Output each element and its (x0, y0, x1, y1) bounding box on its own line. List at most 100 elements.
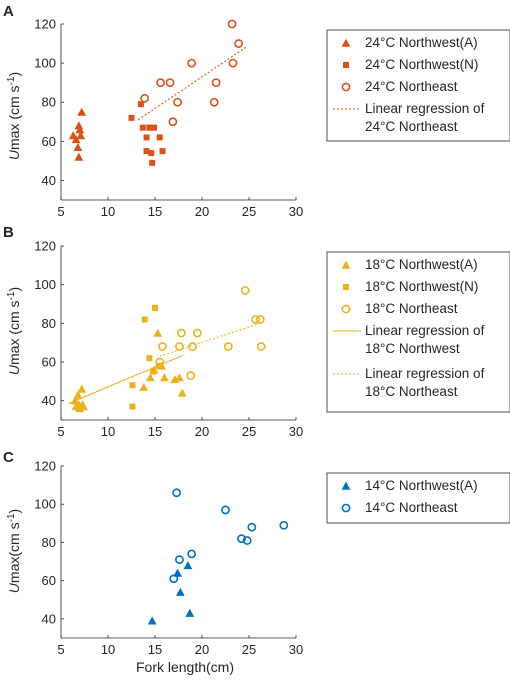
data-point-circle (186, 371, 196, 380)
data-point-square (149, 159, 156, 166)
legend-marker-triangle (341, 481, 351, 490)
data-point-triangle (185, 608, 195, 617)
data-point-triangle (77, 107, 87, 116)
data-point-circle (173, 97, 182, 107)
legend-label: 18°C Northwest(A) (365, 257, 478, 272)
data-point-circle (165, 78, 175, 88)
data-point-circle (247, 522, 257, 532)
legend-label: Linear regression of (365, 101, 485, 116)
data-point-triangle (139, 382, 149, 391)
legend-label: Linear regression of (365, 323, 485, 338)
legend-label: Linear regression of (365, 366, 485, 381)
data-point-circle (227, 19, 237, 29)
data-point-circle (156, 78, 166, 88)
data-point-circle (221, 505, 230, 515)
legend-label: 24°C Northeast (365, 119, 458, 134)
x-tick-label: 5 (57, 424, 64, 439)
legend-label: 18°C Northeast (365, 384, 458, 399)
x-tick-label: 10 (101, 424, 115, 439)
legend-label: 24°C Northwest(A) (365, 35, 478, 50)
y-tick-label: 60 (42, 355, 56, 370)
legend-label: 18°C Northwest(N) (365, 279, 478, 294)
x-tick-label: 5 (57, 642, 64, 657)
y-tick-label: 80 (42, 535, 56, 550)
data-point-circle (192, 328, 202, 338)
data-point-circle (169, 574, 179, 584)
data-point-triangle (177, 388, 187, 397)
data-point-circle (240, 286, 250, 295)
data-point-triangle (76, 131, 86, 140)
legend-marker-square (343, 62, 349, 68)
x-tick-label: 15 (148, 642, 162, 657)
x-tick-label: 30 (289, 642, 303, 657)
data-point-triangle (74, 121, 84, 130)
y-tick-label: 120 (34, 17, 56, 32)
data-point-circle (187, 549, 197, 559)
data-point-square (143, 134, 150, 141)
data-point-triangle (74, 152, 84, 161)
x-tick-label: 5 (57, 204, 64, 219)
legend-marker-circle (341, 82, 351, 92)
regression-line (159, 321, 264, 357)
panel-b: B Umax (cm s-1) 5 10 15 20 25 30406080100120 … (3, 224, 510, 439)
data-point-circle (209, 97, 219, 107)
data-point-circle (175, 555, 184, 565)
data-point-triangle (160, 373, 169, 382)
data-point-square (146, 355, 153, 362)
data-point-circle (256, 342, 266, 351)
x-axis-label: Fork length(cm) (136, 659, 234, 675)
x-tick-label: 20 (195, 204, 209, 219)
panel-letter-a: A (3, 3, 14, 20)
data-point-circle (188, 342, 197, 351)
data-point-circle (176, 328, 186, 338)
data-point-square (151, 124, 158, 131)
data-point-triangle (175, 373, 184, 382)
regression-line (137, 46, 248, 121)
x-tick-label: 10 (101, 204, 115, 219)
y-tick-label: 80 (42, 95, 56, 110)
data-point-triangle (183, 560, 193, 570)
legend-box (326, 29, 510, 142)
data-point-square (152, 304, 158, 311)
data-point-circle (168, 117, 178, 127)
legend-label: 24°C Northwest(N) (365, 57, 478, 72)
x-tick-label: 25 (242, 204, 256, 219)
panel-letter-b: B (3, 224, 14, 241)
y-tick-label: 120 (34, 459, 56, 474)
data-point-triangle (153, 328, 163, 337)
y-tick-label: 100 (34, 56, 56, 71)
y-tick-label: 80 (42, 316, 56, 331)
legend-marker-square (343, 284, 349, 290)
panel-a: A Umax (cm s-1) 5 10 15 20 25 30406080100120 … (3, 3, 510, 219)
data-point-square (128, 114, 135, 121)
data-point-circle (255, 315, 265, 324)
y-tick-label: 100 (34, 277, 56, 292)
x-tick-label: 15 (148, 204, 162, 219)
y-tick-label: 40 (42, 611, 56, 626)
y-axis-label-c: Umax(cm s-1) (6, 509, 22, 593)
panel-c: C Umax(cm s-1) 5 10 15 20 25 30 40 60 80 100 120 1… (3, 449, 510, 675)
data-point-circle (172, 488, 182, 498)
data-point-square (159, 148, 166, 155)
legend-label: 18°C Northwest (365, 341, 460, 356)
legend-label: 24°C Northeast (365, 79, 458, 94)
y-tick-label: 120 (34, 239, 56, 254)
x-tick-label: 20 (195, 642, 209, 657)
data-point-circle (234, 39, 244, 48)
legend-marker-triangle (341, 38, 351, 47)
x-tick-label: 20 (195, 424, 209, 439)
y-axis-label-a: Umax (cm s-1) (6, 72, 22, 160)
x-tick-label: 15 (148, 424, 162, 439)
legend-label: 18°C Northeast (365, 301, 458, 316)
data-point-circle (251, 315, 260, 324)
data-point-circle (211, 78, 221, 88)
y-tick-label: 60 (42, 134, 56, 149)
data-point-circle (140, 93, 150, 103)
data-point-circle (223, 342, 233, 351)
data-point-square (137, 101, 144, 108)
data-point-square (129, 382, 136, 389)
data-point-square (139, 124, 146, 131)
y-tick-label: 60 (42, 573, 56, 588)
legend-box (326, 251, 510, 413)
data-point-triangle (175, 587, 185, 596)
